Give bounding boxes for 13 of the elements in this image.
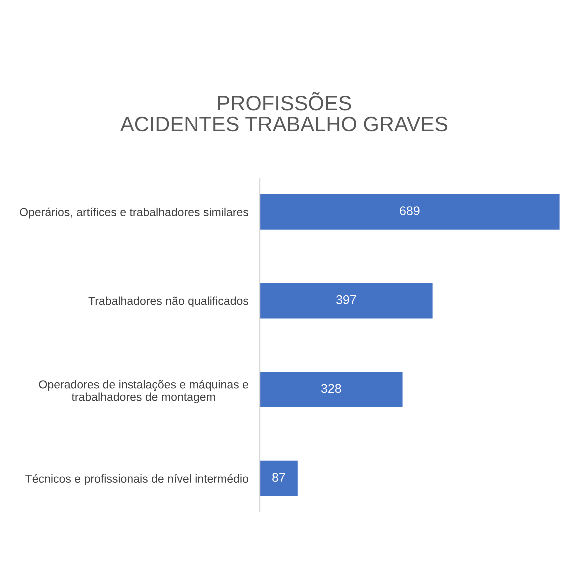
bar [260,372,403,408]
data-label: 397 [336,295,356,304]
chart-title: PROFISSÕES ACIDENTES TRABALHO GRAVES [120,92,448,132]
y-tick-label: Trabalhadores não qualificados [88,296,249,308]
y-tick-label: Técnicos e profissionais de nível intermédio [26,474,248,486]
bar [260,194,560,230]
y-tick-label: Operadores de instalações e máquinas e trabalhadores de montagem [39,380,248,404]
y-tick-label: Operários, artífices e trabalhadores similares [20,208,249,219]
bar [260,283,433,319]
data-label: 689 [400,206,420,216]
bar [260,460,298,496]
data-label: 87 [272,473,286,482]
data-label: 328 [321,384,342,394]
